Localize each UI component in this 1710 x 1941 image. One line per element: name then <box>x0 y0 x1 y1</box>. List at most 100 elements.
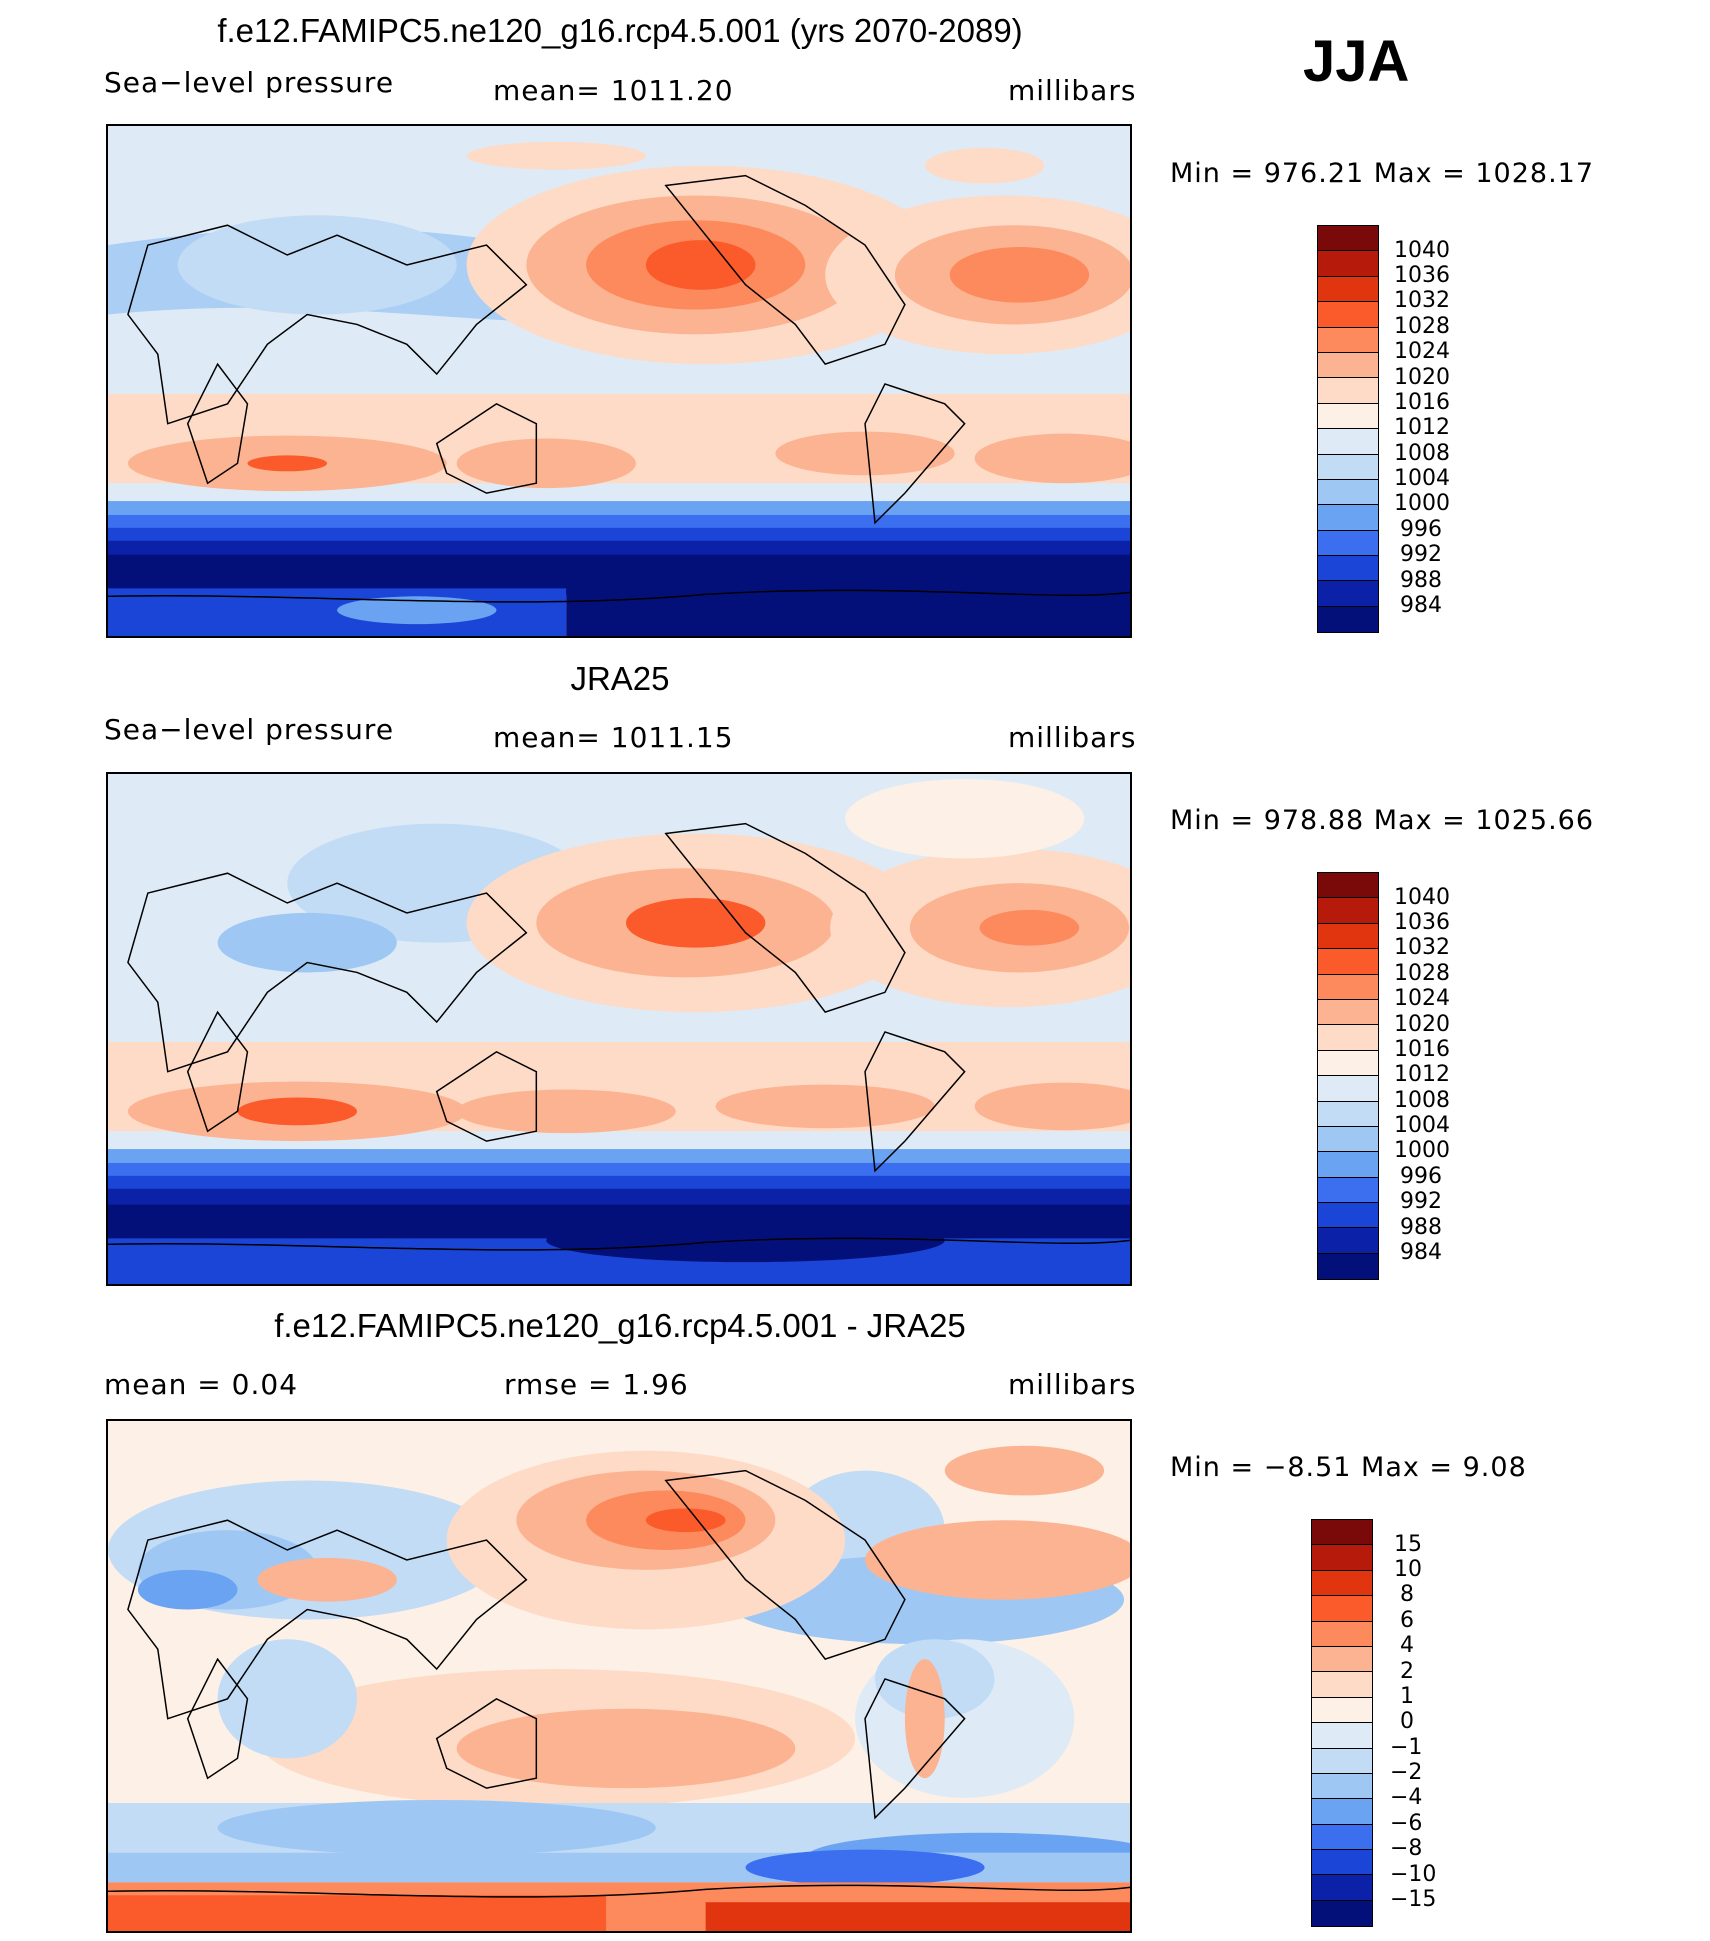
panel1-units-label: millibars <box>1008 74 1137 107</box>
panel1-colorbar-tick: 996 <box>1400 517 1442 542</box>
panel1-colorbar-box <box>1318 276 1378 303</box>
panel2-title: JRA25 <box>570 660 670 697</box>
panel1-colorbar-box <box>1318 454 1378 480</box>
panel2-colorbar-tick: 1012 <box>1394 1062 1450 1087</box>
panel3-colorbar-box <box>1312 1646 1372 1673</box>
panel3-colorbar-box <box>1312 1824 1372 1851</box>
panel1-colorbar-tick: 984 <box>1400 593 1442 618</box>
panel1-colorbar-tick: 1000 <box>1394 491 1450 516</box>
panel1-colorbar-tick: 1004 <box>1394 466 1450 491</box>
panel2-colorbar-box <box>1318 1228 1378 1254</box>
panel1-map <box>106 124 1132 638</box>
panel1-colorbar-box <box>1318 302 1378 328</box>
panel2-colorbar-tick: 988 <box>1400 1215 1442 1240</box>
panel2-variable-label: Sea−level pressure <box>104 713 395 746</box>
panel3-colorbar-box <box>1312 1672 1372 1698</box>
panel1-colorbar-tick: 992 <box>1400 542 1442 567</box>
panel3-colorbar-tick: 15 <box>1394 1532 1422 1557</box>
panel3-colorbar-tick: 2 <box>1400 1659 1414 1684</box>
panel2-colorbar-tick: 1016 <box>1394 1037 1450 1062</box>
panel2-colorbar-tick: 984 <box>1400 1240 1442 1265</box>
panel2-colorbar-box <box>1318 898 1378 924</box>
panel3-colorbar-tick: −8 <box>1390 1836 1423 1861</box>
panel1-colorbar-tick: 1032 <box>1394 288 1450 313</box>
panel3-colorbar-box <box>1312 1697 1372 1724</box>
panel1-colorbar <box>1317 225 1379 634</box>
panel2-colorbar-box <box>1318 949 1378 975</box>
panel2-colorbar-tick: 1020 <box>1394 1012 1450 1037</box>
panel3-colorbar-tick: −4 <box>1390 1785 1423 1810</box>
panel2-colorbar-box <box>1318 999 1378 1026</box>
panel1-colorbar-box <box>1318 327 1378 353</box>
panel1-colorbar-box <box>1318 479 1378 506</box>
panel1-title: f.e12.FAMIPC5.ne120_g16.rcp4.5.001 (yrs … <box>217 12 1023 49</box>
panel1-colorbar-box <box>1318 429 1378 455</box>
panel2-colorbar-box <box>1318 1101 1378 1127</box>
panel2-colorbar-tick: 1032 <box>1394 935 1450 960</box>
panel3-colorbar-box <box>1312 1748 1372 1774</box>
panel3-colorbar-tick: −6 <box>1390 1811 1423 1836</box>
panel2-colorbar-box <box>1318 873 1378 899</box>
panel3-colorbar-box <box>1312 1596 1372 1622</box>
panel2-colorbar-tick: 996 <box>1400 1164 1442 1189</box>
panel1-variable-label: Sea−level pressure <box>104 66 395 99</box>
panel3-mean-label: mean = 0.04 <box>104 1368 299 1401</box>
panel2-colorbar-box <box>1318 1177 1378 1204</box>
panel1-colorbar-tick: 1012 <box>1394 415 1450 440</box>
panel3-colorbar-box <box>1312 1850 1372 1876</box>
panel2-colorbar-box <box>1318 923 1378 950</box>
panel2-colorbar-box <box>1318 1076 1378 1102</box>
panel2-colorbar-box <box>1318 974 1378 1000</box>
panel3-colorbar-tick: −2 <box>1390 1760 1423 1785</box>
panel2-colorbar-tick: 1000 <box>1394 1138 1450 1163</box>
panel3-colorbar-box <box>1312 1723 1372 1749</box>
panel3-title: f.e12.FAMIPC5.ne120_g16.rcp4.5.001 - JRA… <box>274 1307 966 1344</box>
panel1-colorbar-box <box>1318 606 1378 633</box>
panel3-colorbar-box <box>1312 1900 1372 1927</box>
panel1-colorbar-tick: 988 <box>1400 568 1442 593</box>
panel3-colorbar <box>1311 1519 1373 1928</box>
panel2-colorbar-tick: 1040 <box>1394 885 1450 910</box>
panel1-colorbar-tick: 1024 <box>1394 339 1450 364</box>
panel1-minmax: Min = 976.21 Max = 1028.17 <box>1170 158 1595 189</box>
panel1-colorbar-box <box>1318 226 1378 252</box>
panel1-colorbar-tick: 1028 <box>1394 314 1450 339</box>
panel3-colorbar-box <box>1312 1799 1372 1825</box>
panel1-colorbar-tick: 1036 <box>1394 263 1450 288</box>
panel3-colorbar-box <box>1312 1520 1372 1546</box>
panel2-colorbar-tick: 1028 <box>1394 961 1450 986</box>
panel3-colorbar-tick: −1 <box>1390 1735 1423 1760</box>
panel2-colorbar <box>1317 872 1379 1281</box>
panel3-colorbar-tick: 6 <box>1400 1608 1414 1633</box>
panel3-colorbar-tick: 10 <box>1394 1557 1422 1582</box>
season-label: JJA <box>1303 29 1410 94</box>
panel2-colorbar-tick: 1024 <box>1394 986 1450 1011</box>
panel3-colorbar-box <box>1312 1570 1372 1597</box>
panel1-colorbar-box <box>1318 378 1378 404</box>
panel1-colorbar-box <box>1318 581 1378 607</box>
panel2-contour-field <box>108 774 1130 1284</box>
panel1-colorbar-tick: 1008 <box>1394 441 1450 466</box>
panel1-colorbar-tick: 1040 <box>1394 238 1450 263</box>
panel3-minmax: Min = −8.51 Max = 9.08 <box>1170 1452 1527 1483</box>
panel1-colorbar-box <box>1318 352 1378 379</box>
panel2-colorbar-box <box>1318 1152 1378 1178</box>
panel3-colorbar-box <box>1312 1875 1372 1901</box>
panel2-mean-label: mean= 1011.15 <box>493 721 734 754</box>
panel2-minmax: Min = 978.88 Max = 1025.66 <box>1170 805 1595 836</box>
panel3-difference-field <box>108 1421 1130 1931</box>
panel2-colorbar-box <box>1318 1203 1378 1229</box>
panel3-colorbar-box <box>1312 1773 1372 1800</box>
panel3-colorbar-box <box>1312 1545 1372 1571</box>
panel3-map <box>106 1419 1132 1933</box>
panel2-map <box>106 772 1132 1286</box>
panel1-colorbar-box <box>1318 556 1378 582</box>
panel1-mean-label: mean= 1011.20 <box>493 74 734 107</box>
panel1-colorbar-tick: 1016 <box>1394 390 1450 415</box>
panel2-colorbar-tick: 992 <box>1400 1189 1442 1214</box>
panel2-colorbar-box <box>1318 1025 1378 1051</box>
panel3-colorbar-tick: −15 <box>1390 1887 1437 1912</box>
panel1-colorbar-box <box>1318 530 1378 557</box>
panel2-colorbar-tick: 1036 <box>1394 910 1450 935</box>
panel2-colorbar-box <box>1318 1050 1378 1077</box>
